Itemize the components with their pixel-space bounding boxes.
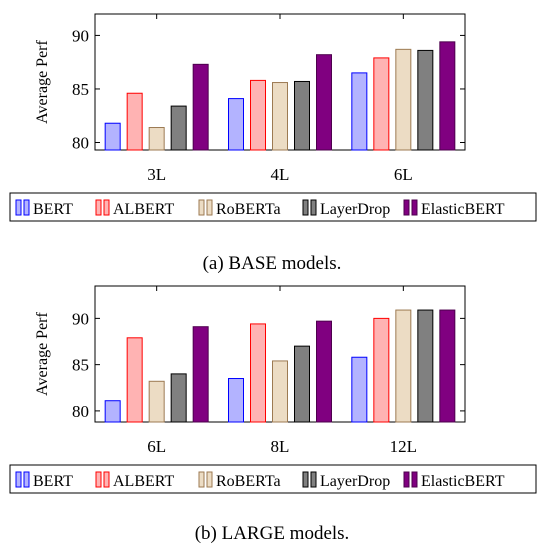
large-bar-albert-12l	[373, 317, 390, 423]
large-bar-roberta-6l	[148, 380, 165, 423]
base-xtick-label: 4L	[271, 165, 290, 184]
base-legend-swatch2-elasticbert	[411, 199, 418, 216]
base-bar-albert-3l	[126, 92, 143, 151]
base-legend-label-layerdrop: LayerDrop	[320, 201, 390, 218]
base-legend-swatch2-bert	[23, 199, 30, 216]
base-legend-swatch-layerdrop	[302, 199, 309, 216]
large-bar-roberta-12l	[395, 309, 412, 423]
base-bar-elasticbert-3l	[192, 63, 209, 151]
base-legend-label-roberta: RoBERTa	[216, 201, 281, 218]
base-legend-swatch-bert	[15, 199, 22, 216]
large-bar-bert-6l	[104, 400, 121, 423]
base-legend-label-bert: BERT	[33, 201, 73, 218]
large-legend-swatch-roberta	[198, 471, 205, 488]
base-bar-elasticbert-4l	[316, 54, 332, 151]
large-ylabel: Average Perf	[34, 312, 51, 396]
large-bar-layerdrop-12l	[417, 309, 434, 423]
large-legend-swatch-elasticbert	[403, 471, 410, 488]
base-legend-swatch-roberta	[198, 199, 205, 216]
large-legend-swatch-albert	[95, 471, 102, 488]
base-xtick-label: 6L	[394, 165, 413, 184]
base-ytick-label: 90	[72, 26, 89, 45]
large-bar-elasticbert-12l	[439, 309, 456, 423]
base-legend-swatch-elasticbert	[403, 199, 410, 216]
large-bar-albert-6l	[126, 337, 143, 423]
base-ylabel: Average Perf	[34, 40, 51, 124]
base-bar-roberta-6l	[395, 48, 412, 151]
large-models-caption: (b) LARGE models.	[194, 523, 350, 544]
large-xtick-label: 12L	[390, 437, 417, 456]
base-bar-roberta-3l	[148, 127, 165, 151]
base-bar-albert-4l	[250, 79, 266, 151]
base-bar-albert-6l	[373, 57, 390, 151]
base-ytick-label: 85	[72, 80, 89, 99]
large-legend-label-roberta: RoBERTa	[216, 473, 281, 490]
large-bar-bert-8l	[228, 378, 244, 423]
base-legend-swatch2-layerdrop	[310, 199, 317, 216]
base-legend-swatch-albert	[95, 199, 102, 216]
large-legend-swatch-bert	[15, 471, 22, 488]
large-legend-swatch2-layerdrop	[310, 471, 317, 488]
base-bar-layerdrop-6l	[417, 49, 434, 151]
large-legend-label-layerdrop: LayerDrop	[320, 473, 390, 490]
base-legend-label-elasticbert: ElasticBERT	[421, 201, 505, 218]
large-bar-elasticbert-6l	[192, 326, 209, 423]
base-bar-layerdrop-4l	[294, 80, 310, 151]
large-models-chart: 80 85 90 Average Perf 6L 8L 12L BERT ALBERT RoBER…	[9, 285, 537, 494]
large-ytick-label: 90	[72, 309, 89, 328]
base-ytick-label: 80	[72, 134, 89, 153]
large-bar-bert-12l	[351, 356, 368, 423]
large-xtick-label: 8L	[271, 437, 290, 456]
large-legend-label-bert: BERT	[33, 473, 73, 490]
large-ytick-label: 80	[72, 402, 89, 421]
large-legend-label-albert: ALBERT	[113, 473, 174, 490]
large-bar-roberta-8l	[272, 360, 288, 423]
base-bar-bert-3l	[104, 122, 121, 151]
large-legend-swatch2-albert	[103, 471, 110, 488]
large-ytick-label: 85	[72, 356, 89, 375]
large-bar-layerdrop-6l	[170, 373, 187, 423]
large-legend-swatch2-elasticbert	[411, 471, 418, 488]
base-legend-label-albert: ALBERT	[113, 201, 174, 218]
base-legend-swatch2-albert	[103, 199, 110, 216]
large-legend-label-elasticbert: ElasticBERT	[421, 473, 505, 490]
base-bar-elasticbert-6l	[439, 41, 456, 151]
base-bar-layerdrop-3l	[170, 105, 187, 151]
large-bar-elasticbert-8l	[316, 320, 332, 423]
large-legend-swatch2-bert	[23, 471, 30, 488]
base-legend-swatch2-roberta	[206, 199, 213, 216]
base-bar-bert-4l	[228, 98, 244, 151]
base-bar-bert-6l	[351, 72, 368, 151]
large-legend-swatch2-roberta	[206, 471, 213, 488]
base-bar-roberta-4l	[272, 82, 288, 151]
base-models-chart: 80 85 90 Average Perf 3L 4L 6L BERT ALBERT RoBERT…	[9, 13, 537, 222]
large-legend-swatch-layerdrop	[302, 471, 309, 488]
base-models-caption: (a) BASE models.	[202, 253, 342, 274]
large-xtick-label: 6L	[147, 437, 166, 456]
large-bar-albert-8l	[250, 323, 266, 423]
large-bar-layerdrop-8l	[294, 345, 310, 423]
base-xtick-label: 3L	[147, 165, 166, 184]
